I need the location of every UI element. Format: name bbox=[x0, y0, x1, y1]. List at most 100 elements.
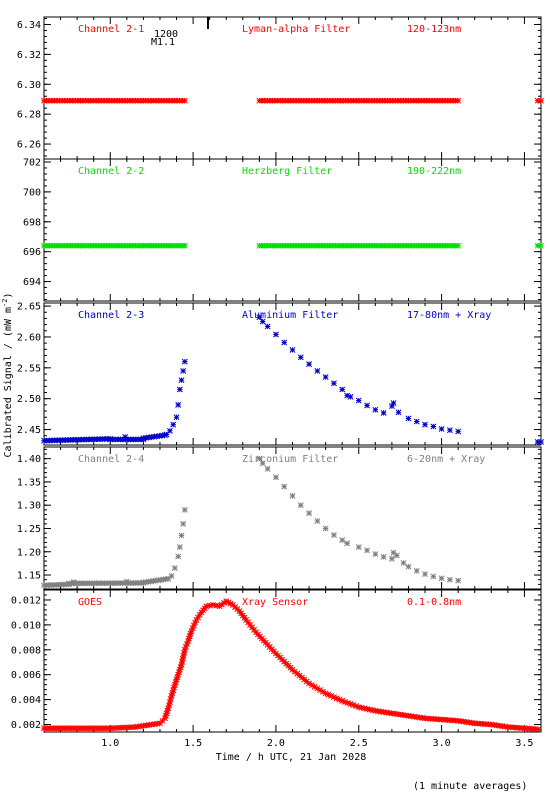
data-point bbox=[513, 724, 520, 731]
data-point bbox=[143, 434, 150, 441]
data-point bbox=[256, 455, 263, 462]
panel-label-range: 6-20nm + Xray bbox=[407, 454, 485, 465]
data-point bbox=[121, 97, 128, 104]
data-point bbox=[442, 97, 449, 104]
data-point bbox=[151, 721, 158, 728]
data-point bbox=[311, 97, 318, 104]
data-point bbox=[43, 242, 50, 249]
data-point bbox=[77, 242, 84, 249]
data-point bbox=[297, 502, 304, 509]
data-point bbox=[261, 242, 268, 249]
data-point bbox=[266, 97, 273, 104]
data-point bbox=[51, 242, 58, 249]
data-point bbox=[98, 242, 105, 249]
data-point bbox=[405, 97, 412, 104]
panel-label-channel: Channel 2-4 bbox=[78, 454, 144, 465]
data-point bbox=[293, 97, 299, 104]
data-point bbox=[366, 97, 373, 104]
data-point bbox=[104, 435, 111, 442]
data-point bbox=[330, 380, 337, 387]
data-point bbox=[223, 598, 230, 605]
y-tick-label: 2.55 bbox=[17, 363, 41, 374]
y-tick-label: 2.50 bbox=[17, 394, 41, 405]
data-point bbox=[119, 724, 126, 731]
panel-ch3: 2.45 2.50 2.55 2.60 2.65 Channel 2-3 Aluminium… bbox=[17, 302, 544, 446]
data-point bbox=[429, 97, 435, 104]
data-point bbox=[174, 242, 180, 249]
data-point bbox=[282, 97, 289, 104]
data-point bbox=[534, 242, 541, 249]
data-point bbox=[421, 242, 428, 249]
x-tick-label: 2.5 bbox=[350, 738, 368, 749]
data-point bbox=[510, 724, 517, 731]
data-point bbox=[70, 436, 77, 443]
data-point bbox=[158, 97, 165, 104]
data-point bbox=[176, 544, 183, 551]
data-point bbox=[364, 402, 371, 409]
data-point bbox=[444, 97, 451, 104]
data-point bbox=[281, 483, 288, 490]
data-point bbox=[137, 723, 144, 730]
data-point bbox=[358, 704, 365, 711]
data-point bbox=[379, 97, 386, 104]
panel-label-filter: Lyman-alpha Filter bbox=[242, 24, 350, 35]
data-point bbox=[306, 242, 313, 249]
data-point bbox=[295, 97, 302, 104]
panel-label-range: 120-123nm bbox=[407, 24, 461, 35]
data-point bbox=[124, 97, 131, 104]
data-point bbox=[538, 97, 544, 104]
data-point bbox=[83, 436, 90, 443]
data-point bbox=[313, 242, 320, 249]
data-point bbox=[177, 664, 184, 671]
data-point bbox=[111, 242, 118, 249]
data-point bbox=[538, 438, 544, 445]
data-point bbox=[361, 705, 368, 712]
data-point bbox=[180, 652, 187, 659]
data-point bbox=[98, 97, 105, 104]
data-point bbox=[113, 724, 120, 731]
data-point bbox=[363, 97, 370, 104]
data-point bbox=[161, 97, 167, 104]
data-point bbox=[438, 575, 445, 582]
data-point bbox=[59, 242, 66, 249]
data-point bbox=[298, 97, 305, 104]
data-point bbox=[56, 725, 63, 732]
data-point bbox=[181, 358, 188, 365]
data-point bbox=[422, 421, 428, 428]
data-point bbox=[306, 361, 313, 368]
panel-label-channel: Channel 2-2 bbox=[78, 166, 144, 177]
data-point bbox=[266, 242, 273, 249]
data-point bbox=[372, 406, 379, 413]
data-point bbox=[165, 705, 172, 712]
data-point bbox=[455, 717, 462, 724]
data-point bbox=[140, 435, 147, 442]
data-point bbox=[431, 97, 438, 104]
data-point bbox=[132, 724, 139, 730]
data-point bbox=[402, 712, 409, 719]
data-point bbox=[176, 242, 183, 249]
data-point bbox=[256, 242, 263, 249]
data-point bbox=[174, 674, 181, 681]
data-point bbox=[80, 242, 87, 249]
data-point bbox=[65, 725, 72, 732]
y-tick-label: 1.20 bbox=[17, 547, 41, 558]
data-point bbox=[269, 242, 276, 249]
data-point bbox=[405, 712, 412, 719]
data-point bbox=[314, 685, 321, 692]
data-point bbox=[176, 97, 183, 104]
data-point bbox=[361, 97, 367, 104]
data-point bbox=[386, 709, 393, 716]
y-tick-label: 0.004 bbox=[11, 695, 41, 706]
data-point bbox=[435, 716, 442, 723]
data-point bbox=[196, 611, 203, 618]
data-point bbox=[390, 400, 397, 406]
y-tick-label: 0.008 bbox=[11, 645, 41, 656]
data-point bbox=[444, 717, 451, 723]
data-point bbox=[264, 323, 271, 330]
data-point bbox=[366, 242, 373, 249]
data-point bbox=[394, 711, 401, 718]
data-point bbox=[460, 718, 467, 725]
data-point bbox=[114, 97, 120, 104]
data-point bbox=[119, 242, 126, 249]
data-point bbox=[150, 97, 157, 104]
